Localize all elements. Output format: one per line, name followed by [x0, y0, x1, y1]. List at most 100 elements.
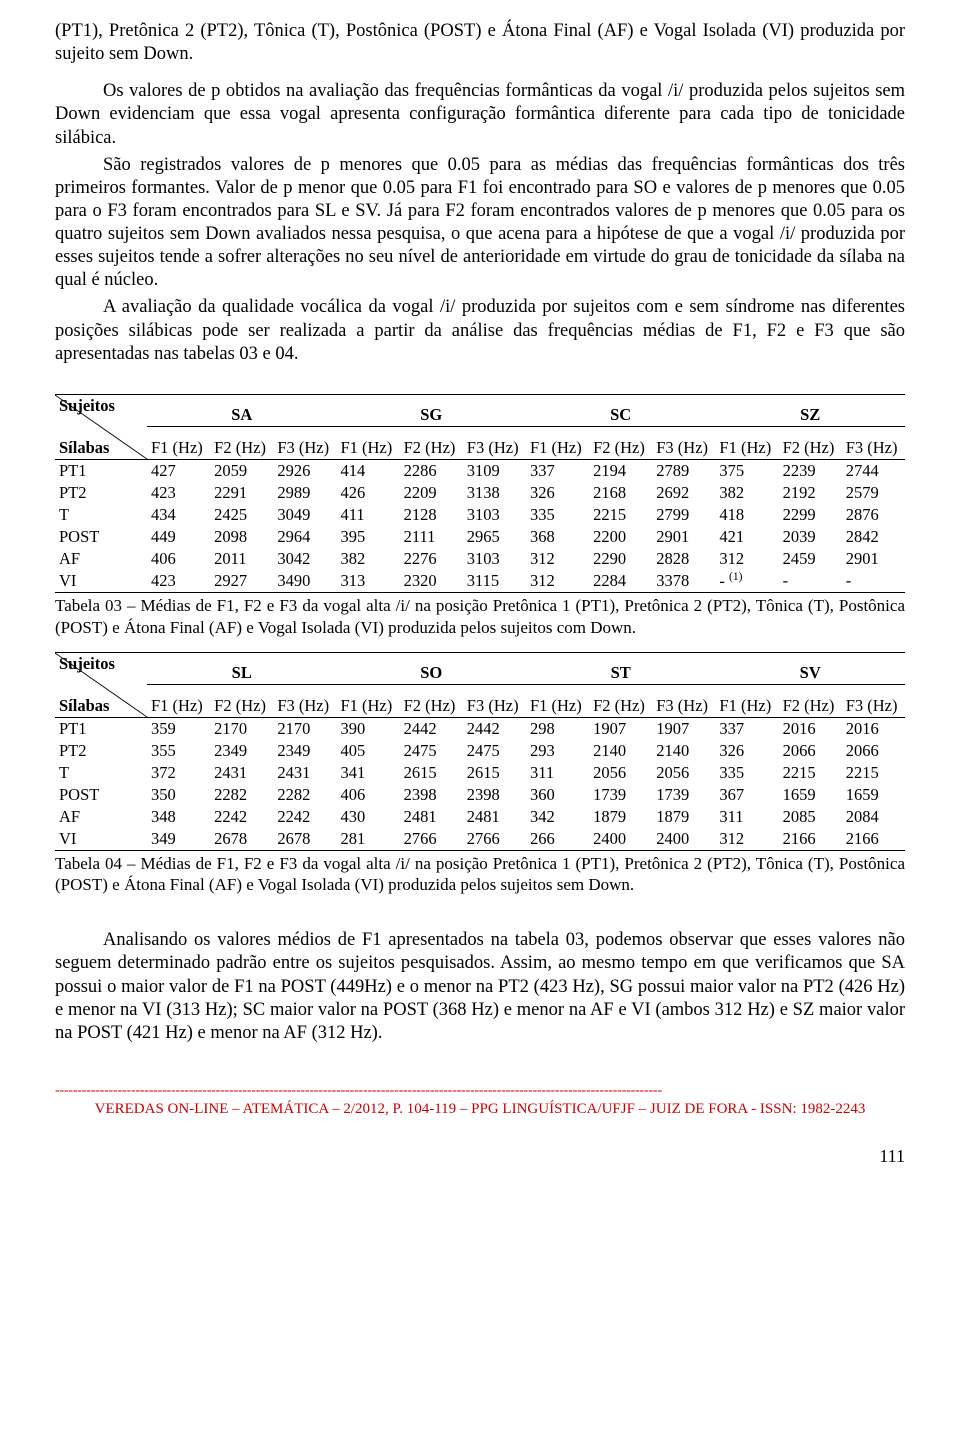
- cell: 2901: [842, 548, 905, 570]
- cell: 2194: [589, 459, 652, 482]
- cell: -: [842, 570, 905, 593]
- row-label: VI: [55, 828, 147, 851]
- row-label: VI: [55, 570, 147, 593]
- cell: 293: [526, 740, 589, 762]
- footer-line: VEREDAS ON-LINE – ATEMÁTICA – 2/2012, P.…: [55, 1101, 905, 1118]
- cell: 298: [526, 717, 589, 740]
- cell: 2692: [652, 482, 715, 504]
- cell: 2200: [589, 526, 652, 548]
- cell: 1739: [652, 784, 715, 806]
- cell: 2615: [463, 762, 526, 784]
- cell: 2349: [210, 740, 273, 762]
- cell: 2140: [589, 740, 652, 762]
- paragraph-1: (PT1), Pretônica 2 (PT2), Tônica (T), Po…: [55, 20, 905, 66]
- cell: 395: [336, 526, 399, 548]
- cell: 427: [147, 459, 210, 482]
- cell: 2215: [779, 762, 842, 784]
- cell: 2799: [652, 504, 715, 526]
- cell: 372: [147, 762, 210, 784]
- cell: 1879: [589, 806, 652, 828]
- cell: 2170: [210, 717, 273, 740]
- cell: 2926: [273, 459, 336, 482]
- cell: 1907: [652, 717, 715, 740]
- cell: 2282: [273, 784, 336, 806]
- cell: 367: [715, 784, 778, 806]
- row-label: POST: [55, 784, 147, 806]
- cell: 2215: [589, 504, 652, 526]
- table-row: PT24232291298942622093138326216826923822…: [55, 482, 905, 504]
- cell: 426: [336, 482, 399, 504]
- cell: 3490: [273, 570, 336, 593]
- cell: 405: [336, 740, 399, 762]
- table04-group-3: SV: [715, 652, 905, 685]
- row-label: T: [55, 504, 147, 526]
- table-row: PT14272059292641422863109337219427893752…: [55, 459, 905, 482]
- cell: 3109: [463, 459, 526, 482]
- cell: 2215: [842, 762, 905, 784]
- table-03: Sujeitos Sílabas SA SG SC SZ F1 (Hz)F2 (…: [55, 394, 905, 594]
- label-silabas: Sílabas: [59, 438, 143, 458]
- cell: 414: [336, 459, 399, 482]
- cell: 2965: [463, 526, 526, 548]
- cell: 406: [147, 548, 210, 570]
- cell: 2011: [210, 548, 273, 570]
- cell: 348: [147, 806, 210, 828]
- cell: 2192: [779, 482, 842, 504]
- cell: 2066: [779, 740, 842, 762]
- cell: 2242: [210, 806, 273, 828]
- cell: 3115: [463, 570, 526, 593]
- cell: 2282: [210, 784, 273, 806]
- cell: 2400: [652, 828, 715, 851]
- cell: 1739: [589, 784, 652, 806]
- cell: 2170: [273, 717, 336, 740]
- row-label: PT1: [55, 459, 147, 482]
- cell: 3378: [652, 570, 715, 593]
- cell: 2111: [400, 526, 463, 548]
- cell: 423: [147, 570, 210, 593]
- footer-separator: ----------------------------------------…: [55, 1083, 905, 1099]
- cell: 2140: [652, 740, 715, 762]
- cell: 1659: [779, 784, 842, 806]
- cell: 390: [336, 717, 399, 740]
- cell: 266: [526, 828, 589, 851]
- page-number: 111: [55, 1146, 905, 1167]
- table-row: AF34822422242430248124813421879187931120…: [55, 806, 905, 828]
- cell: 335: [715, 762, 778, 784]
- table03-group-0: SA: [147, 394, 336, 427]
- cell: 2286: [400, 459, 463, 482]
- cell: -: [779, 570, 842, 593]
- table-04: Sujeitos Sílabas SL SO ST SV F1 (Hz)F2 (…: [55, 652, 905, 851]
- cell: 349: [147, 828, 210, 851]
- paragraph-5: Analisando os valores médios de F1 apres…: [55, 929, 905, 1045]
- row-label: AF: [55, 806, 147, 828]
- cell: 2615: [400, 762, 463, 784]
- cell: 2166: [842, 828, 905, 851]
- cell: 2276: [400, 548, 463, 570]
- cell: 2876: [842, 504, 905, 526]
- table-03-caption: Tabela 03 – Médias de F1, F2 e F3 da vog…: [55, 595, 905, 638]
- cell: 2209: [400, 482, 463, 504]
- cell: 2056: [652, 762, 715, 784]
- cell: 2744: [842, 459, 905, 482]
- cell: 2475: [463, 740, 526, 762]
- row-label: AF: [55, 548, 147, 570]
- cell: 449: [147, 526, 210, 548]
- cell: 2901: [652, 526, 715, 548]
- paragraph-2: Os valores de p obtidos na avaliação das…: [55, 80, 905, 149]
- cell: 337: [715, 717, 778, 740]
- cell: 326: [526, 482, 589, 504]
- cell: 3103: [463, 504, 526, 526]
- cell: 311: [715, 806, 778, 828]
- cell: 341: [336, 762, 399, 784]
- cell: 2927: [210, 570, 273, 593]
- cell: 2789: [652, 459, 715, 482]
- cell: 1907: [589, 717, 652, 740]
- paragraph-3: São registrados valores de p menores que…: [55, 154, 905, 293]
- cell: 2828: [652, 548, 715, 570]
- table04-group-1: SO: [336, 652, 525, 685]
- cell: 3042: [273, 548, 336, 570]
- table-row: PT13592170217039024422442298190719073372…: [55, 717, 905, 740]
- cell: 2766: [463, 828, 526, 851]
- cell: 312: [715, 828, 778, 851]
- label-silabas: Sílabas: [59, 696, 143, 716]
